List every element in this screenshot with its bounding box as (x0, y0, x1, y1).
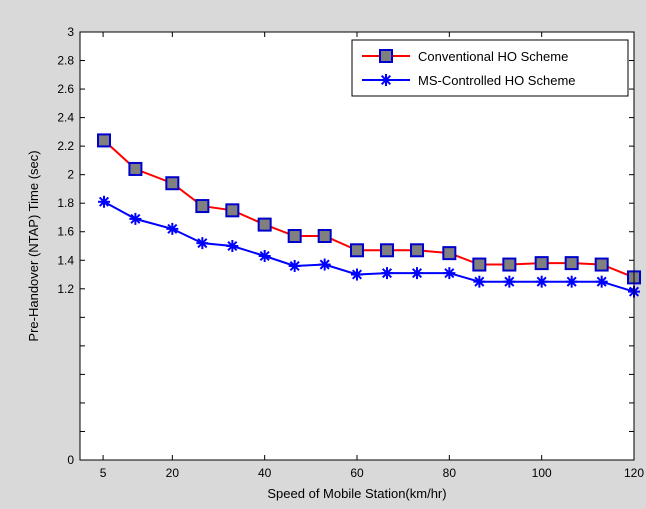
data-point (165, 176, 180, 191)
y-tick-label: 2.6 (57, 82, 74, 96)
data-point (380, 243, 395, 258)
series-2 (98, 195, 640, 298)
data-point (473, 275, 486, 288)
data-point (97, 133, 112, 148)
data-point (534, 256, 549, 271)
axis-ticks: 5 20 40 60 80 100 120 0 1.2 1.4 1.6 1.8 2 2.2 2.4 2.6 2.… (57, 25, 644, 480)
data-point (317, 229, 332, 244)
legend-entry: MS-Controlled HO Scheme (362, 73, 576, 88)
x-axis-label: Speed of Mobile Station(km/hr) (267, 486, 446, 501)
data-point (318, 258, 331, 271)
data-point (258, 249, 271, 262)
x-tick-label: 40 (258, 466, 272, 480)
x-tick-label: 60 (350, 466, 364, 480)
data-point (351, 268, 363, 281)
data-point (166, 222, 179, 235)
series-layer (97, 133, 641, 298)
x-tick-label: 80 (443, 466, 457, 480)
y-tick-label: 1.8 (57, 196, 74, 210)
y-tick-label: 1.2 (57, 282, 74, 296)
y-tick-label: 2.4 (57, 111, 74, 125)
data-point (411, 267, 424, 280)
data-point (443, 267, 456, 280)
legend-label: Conventional HO Scheme (418, 49, 568, 64)
data-point (225, 203, 240, 218)
data-point (196, 237, 209, 250)
data-point (350, 243, 364, 258)
data-point (287, 229, 302, 244)
data-point (380, 74, 392, 86)
data-point (595, 275, 608, 288)
data-point (410, 243, 425, 258)
data-point (379, 49, 393, 63)
x-tick-label: 20 (166, 466, 180, 480)
y-tick-label: 2.8 (57, 54, 74, 68)
data-point (535, 275, 548, 288)
series-1 (97, 133, 641, 285)
data-point (502, 257, 517, 272)
y-tick-label: 1.6 (57, 225, 74, 239)
y-tick-label: 2.2 (57, 139, 74, 153)
data-point (98, 195, 111, 208)
data-point (503, 275, 516, 288)
legend: Conventional HO Scheme MS-Controlled HO S… (351, 39, 629, 97)
data-point (381, 267, 394, 280)
data-point (195, 199, 210, 214)
x-tick-label: 5 (100, 466, 107, 480)
data-point (594, 257, 609, 272)
y-tick-label: 0 (67, 453, 74, 467)
data-point (226, 240, 239, 252)
legend-label: MS-Controlled HO Scheme (418, 73, 576, 88)
x-tick-label: 120 (624, 466, 644, 480)
legend-entry: Conventional HO Scheme (362, 49, 568, 64)
data-point (472, 257, 487, 272)
data-point (288, 259, 301, 272)
x-tick-label: 100 (532, 466, 552, 480)
data-point (257, 217, 272, 232)
data-point (565, 275, 578, 288)
y-axis-label: Pre-Handover (NTAP) Time (sec) (26, 150, 41, 341)
data-point (564, 256, 579, 271)
data-point (128, 161, 143, 176)
data-point (129, 212, 142, 225)
data-point (442, 246, 457, 261)
legend-box (351, 39, 629, 97)
y-tick-label: 2 (67, 168, 74, 182)
y-tick-label: 1.4 (57, 253, 74, 267)
plot-frame (79, 31, 635, 461)
y-tick-label: 3 (67, 25, 74, 39)
